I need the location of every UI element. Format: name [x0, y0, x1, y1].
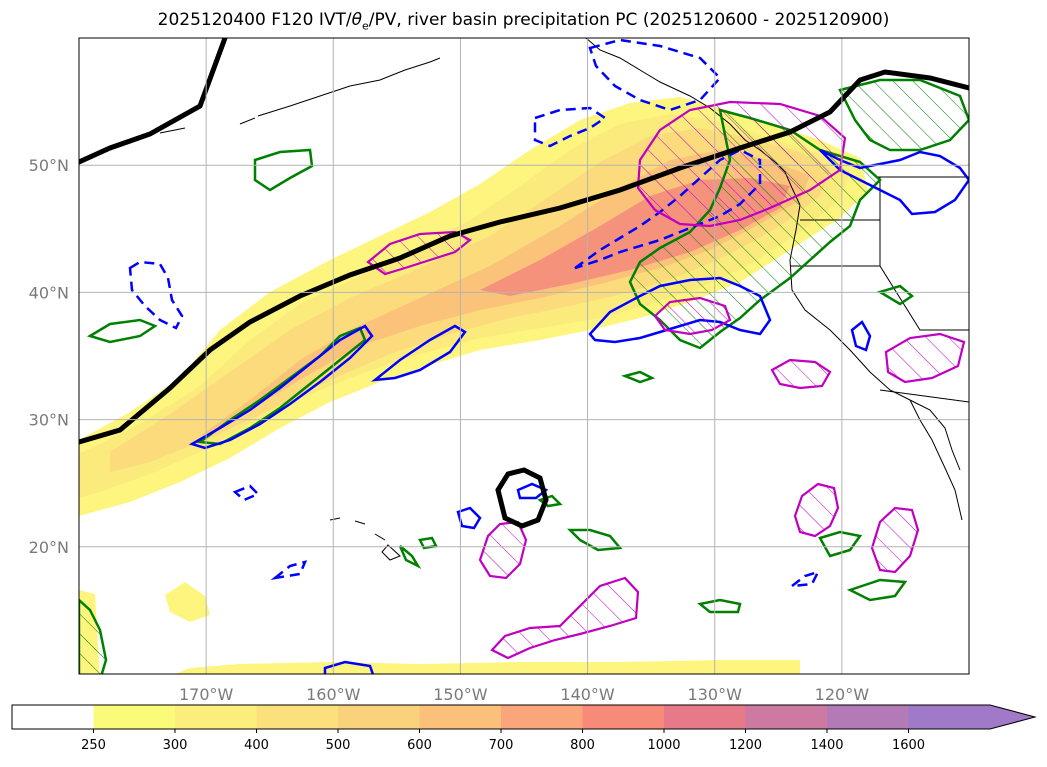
lat-tick-label: 40°N: [29, 283, 69, 302]
colorbar-tick-label: 1400: [810, 738, 843, 753]
pv-contour-small-1: [456, 506, 482, 530]
title-theta-subscript: e: [362, 19, 369, 33]
colorbar-tick-label: 1000: [647, 738, 680, 753]
map-title: 2025120400 F120 IVT/θe/PV, river basin p…: [0, 10, 1047, 32]
theta-contours: [86, 148, 915, 614]
title-suffix: /PV, river basin precipitation PC (20251…: [368, 10, 890, 30]
colorbar: 250 300 400 500 600 700 800 1000 1200 1400 1600: [11, 704, 1037, 753]
latitude-labels: 50°N 40°N 30°N 20°N: [29, 156, 69, 557]
lon-tick-label: 140°W: [560, 685, 615, 704]
pv-dashed-north-bc: [588, 38, 722, 112]
lon-tick-label: 120°W: [815, 685, 870, 704]
theta-contour-blob-1: [253, 148, 314, 192]
theta-contour-blob-8: [398, 545, 422, 570]
hawaii: [329, 517, 401, 561]
colorbar-segment-3: [256, 705, 338, 729]
tropopause-main: [79, 69, 969, 445]
colorbar-tick-label: 300: [163, 738, 188, 753]
theta-contour-blob-10: [876, 284, 915, 306]
precip-area-east: [653, 296, 732, 336]
coast-baja: [909, 399, 963, 521]
coast-alaska: [159, 57, 441, 134]
precip-area-southeast-1: [793, 482, 840, 538]
border-us-mexico: [879, 389, 969, 403]
colorbar-segment-2: [175, 705, 257, 729]
colorbar-segment-0: [12, 705, 94, 729]
lon-tick-label: 170°W: [179, 685, 234, 704]
colorbar-segment-9: [745, 705, 827, 729]
theta-contour-blob-11: [418, 536, 438, 550]
colorbar-segment-4: [338, 705, 420, 729]
colorbar-tick-label: 800: [570, 738, 595, 753]
pv-dashed-small-3: [787, 569, 821, 588]
colorbar-segment-10: [827, 705, 909, 729]
theta-contour-blob-2: [86, 318, 158, 344]
colorbar-segment-7: [582, 705, 664, 729]
precip-area-ca: [770, 358, 832, 390]
pv-dashed-trough: [574, 148, 762, 270]
precip-area-south: [490, 576, 640, 660]
dynamic-tropopause: [79, 38, 969, 529]
theta-contour-blob-7: [621, 370, 656, 384]
theta-area-northeast2: [838, 78, 969, 152]
colorbar-segment-5: [419, 705, 501, 729]
pv-contour-small-4: [850, 320, 872, 352]
theta-contour-blob-6: [697, 598, 742, 614]
lon-tick-label: 130°W: [688, 685, 743, 704]
colorbar-outline: [11, 704, 1037, 730]
theta-contour-blob-3: [566, 528, 623, 552]
pv-dashed-northwest: [128, 260, 184, 330]
colorbar-extend-segment: [908, 705, 1035, 729]
precip-area-southeast-2: [870, 506, 920, 574]
tropopause-north: [79, 38, 228, 165]
colorbar-tick-label: 700: [489, 738, 514, 753]
colorbar-segment-1: [93, 705, 175, 729]
ivt-contour-250-blob: [165, 582, 210, 622]
theta-contour-band: [196, 326, 367, 446]
precip-area-baja: [884, 332, 966, 384]
theta-contour-blob-5: [846, 578, 908, 602]
lat-tick-label: 20°N: [29, 538, 69, 557]
pv-contour-small-3: [323, 660, 375, 674]
pv-dashed-north: [533, 106, 608, 148]
colorbar-tick-label: 250: [81, 738, 106, 753]
precip-area-hawaii-east: [478, 520, 528, 580]
tropopause-closed-low: [495, 467, 549, 529]
colorbar-segment-6: [501, 705, 583, 729]
colorbar-tick-label: 600: [407, 738, 432, 753]
pv-contour-east: [588, 276, 772, 344]
lat-tick-label: 50°N: [29, 156, 69, 175]
colorbar-tick-label: 400: [244, 738, 269, 753]
gridlines: [79, 38, 969, 674]
precip-area-central: [366, 230, 472, 276]
pv-contour-small-2: [516, 482, 549, 500]
colorbar-segment-8: [664, 705, 746, 729]
lat-tick-label: 30°N: [29, 411, 69, 430]
longitude-labels: 170°W 160°W 150°W 140°W 130°W 120°W: [179, 685, 869, 704]
colorbar-tick-label: 500: [326, 738, 351, 753]
map-content: [79, 38, 969, 674]
theta-contour-blob-4: [818, 530, 863, 558]
pv-dashed-contours: [128, 38, 821, 588]
map-frame: [78, 37, 970, 675]
pv-contour-mid: [370, 324, 467, 382]
colorbar-tick-label: 1600: [892, 738, 925, 753]
title-theta: θ: [351, 10, 362, 30]
pv-contour-band: [188, 324, 374, 450]
colorbar-tick-label: 1200: [729, 738, 762, 753]
lon-tick-label: 150°W: [433, 685, 488, 704]
lon-tick-label: 160°W: [306, 685, 361, 704]
pv-dashed-small-2: [270, 560, 308, 580]
theta-area-southwest: [79, 598, 108, 674]
title-prefix: 2025120400 F120 IVT/: [157, 10, 352, 30]
ivt-contour-250-south2: [175, 660, 800, 674]
